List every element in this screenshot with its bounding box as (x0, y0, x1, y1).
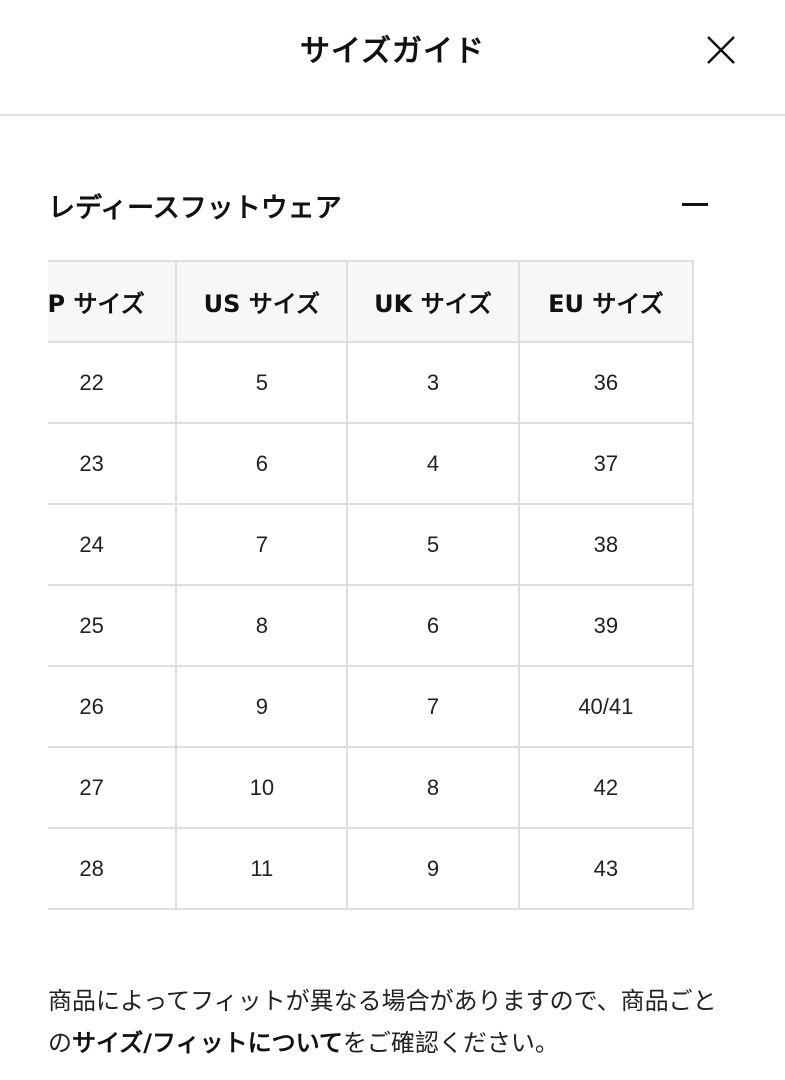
table-cell: 23 (48, 422, 178, 505)
table-cell: 42 (517, 746, 695, 829)
table-row: 24 7 5 38 (48, 503, 695, 586)
table-cell: 43 (517, 827, 695, 910)
size-fit-link[interactable]: サイズ/フィットについて (72, 1029, 343, 1057)
table-cell: 7 (346, 665, 520, 748)
table-cell: 8 (175, 584, 349, 667)
table-cell: 25 (48, 584, 178, 667)
table-cell: 7 (175, 503, 349, 586)
table-cell: 8 (346, 746, 520, 829)
column-header: EU サイズ (517, 260, 695, 343)
table-cell: 6 (175, 422, 349, 505)
table-row: 25 8 6 39 (48, 584, 695, 667)
size-table: JP サイズ US サイズ UK サイズ EU サイズ 22 5 3 36 23 6 4 37 24 7… (48, 260, 695, 910)
column-header: UK サイズ (346, 260, 520, 343)
minus-icon[interactable] (682, 203, 708, 206)
table-cell: 37 (517, 422, 695, 505)
close-button[interactable] (704, 33, 738, 67)
note-text-end: をご確認ください。 (342, 1029, 559, 1057)
table-cell: 5 (346, 503, 520, 586)
close-icon (707, 36, 735, 64)
section-title: レディースフットウェア (48, 193, 342, 224)
note-text: 商品によってフィットが異なる場合がありますので、商品ごとの (48, 987, 717, 1057)
table-cell: 10 (175, 746, 349, 829)
size-table-scroll[interactable]: JP サイズ US サイズ UK サイズ EU サイズ 22 5 3 36 23 6 4 37 24 7… (48, 260, 736, 910)
table-cell: 22 (48, 341, 178, 424)
table-cell: 24 (48, 503, 178, 586)
column-header: JP サイズ (48, 260, 178, 343)
table-row: 28 11 9 43 (48, 827, 695, 910)
table-cell: 3 (346, 341, 520, 424)
table-cell: 5 (175, 341, 349, 424)
table-cell: 27 (48, 746, 178, 829)
column-header: US サイズ (175, 260, 349, 343)
table-row: 27 10 8 42 (48, 746, 695, 829)
table-cell: 28 (48, 827, 178, 910)
table-cell: 36 (517, 341, 695, 424)
modal-title: サイズガイド (299, 34, 486, 69)
table-cell: 9 (175, 665, 349, 748)
table-cell: 4 (346, 422, 520, 505)
table-cell: 26 (48, 665, 178, 748)
table-row: 26 9 7 40/41 (48, 665, 695, 748)
modal-header: サイズガイド (0, 0, 785, 116)
table-cell: 39 (517, 584, 695, 667)
table-cell: 6 (346, 584, 520, 667)
table-row: 23 6 4 37 (48, 422, 695, 505)
table-cell: 11 (175, 827, 349, 910)
fit-note: 商品によってフィットが異なる場合がありますので、商品ごとのサイズ/フィットについ… (48, 980, 738, 1064)
table-cell: 40/41 (517, 665, 695, 748)
table-cell: 9 (346, 827, 520, 910)
table-row: 22 5 3 36 (48, 341, 695, 424)
table-cell: 38 (517, 503, 695, 586)
